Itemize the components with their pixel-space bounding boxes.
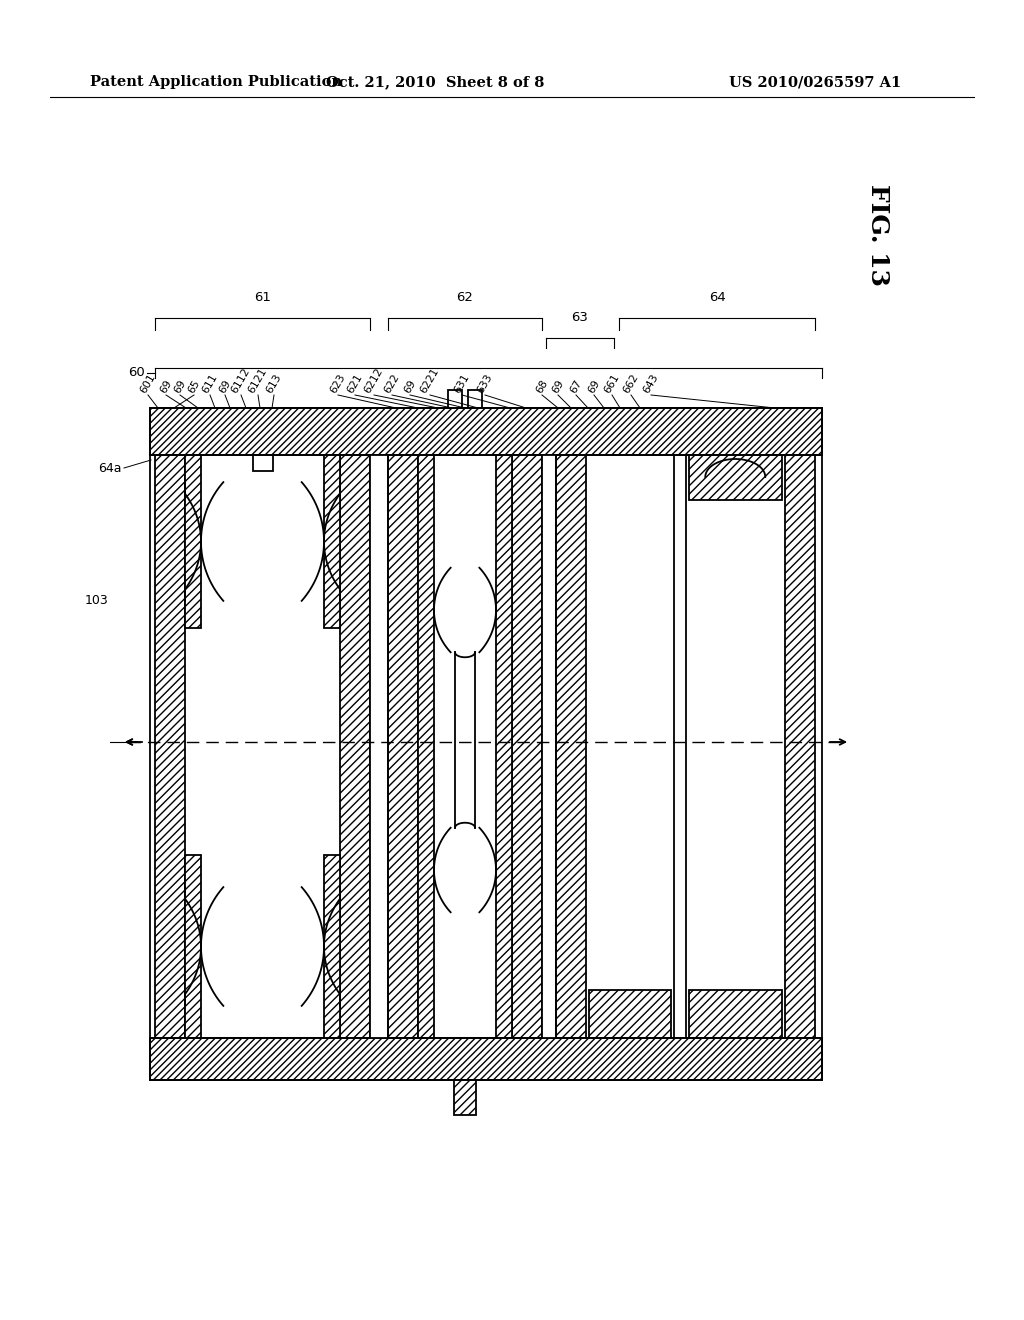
Text: 68: 68: [535, 378, 550, 395]
Text: 601: 601: [138, 372, 158, 395]
Text: 6212: 6212: [362, 366, 385, 395]
Text: 69: 69: [159, 378, 174, 395]
Text: 69: 69: [550, 378, 566, 395]
Polygon shape: [785, 455, 815, 1038]
Text: 661: 661: [602, 372, 622, 395]
Text: 6112: 6112: [229, 366, 252, 395]
Polygon shape: [370, 455, 388, 1038]
Polygon shape: [496, 455, 512, 1038]
Text: 633: 633: [475, 372, 495, 395]
Polygon shape: [324, 455, 340, 628]
Polygon shape: [688, 455, 782, 500]
Text: 622: 622: [383, 372, 401, 395]
Polygon shape: [150, 1038, 822, 1080]
Text: 103: 103: [84, 594, 108, 606]
Text: 69: 69: [217, 378, 232, 395]
Text: 6221: 6221: [419, 366, 441, 395]
Text: 62: 62: [457, 290, 473, 304]
Text: 623: 623: [329, 372, 347, 395]
Text: 662: 662: [622, 372, 640, 395]
Text: 63: 63: [571, 312, 589, 323]
Polygon shape: [185, 455, 201, 628]
Polygon shape: [688, 990, 782, 1038]
Text: Patent Application Publication: Patent Application Publication: [90, 75, 342, 88]
Text: 631: 631: [453, 372, 471, 395]
Text: US 2010/0265597 A1: US 2010/0265597 A1: [729, 75, 901, 88]
Polygon shape: [449, 389, 462, 408]
Text: FIG. 13: FIG. 13: [866, 183, 890, 286]
Text: Oct. 21, 2010  Sheet 8 of 8: Oct. 21, 2010 Sheet 8 of 8: [326, 75, 544, 88]
Polygon shape: [253, 455, 272, 471]
Text: 613: 613: [264, 372, 284, 395]
Text: 643: 643: [641, 372, 660, 395]
Polygon shape: [185, 855, 201, 1038]
Polygon shape: [468, 389, 482, 408]
Polygon shape: [589, 990, 671, 1038]
Polygon shape: [388, 455, 418, 1038]
Text: 69: 69: [172, 378, 187, 395]
Polygon shape: [454, 1080, 476, 1115]
Text: 69: 69: [586, 378, 602, 395]
Polygon shape: [340, 455, 370, 1038]
Polygon shape: [150, 408, 822, 455]
Text: 65: 65: [186, 378, 202, 395]
Text: 69: 69: [402, 378, 418, 395]
Text: 6121: 6121: [247, 366, 269, 395]
Text: 64a: 64a: [98, 462, 122, 474]
Polygon shape: [155, 455, 185, 1038]
Text: 67: 67: [568, 378, 584, 395]
Polygon shape: [542, 455, 556, 1038]
Polygon shape: [512, 455, 542, 1038]
Polygon shape: [324, 855, 340, 1038]
Polygon shape: [556, 455, 586, 1038]
Text: 60: 60: [128, 367, 145, 380]
Text: 611: 611: [201, 372, 219, 395]
Text: 61: 61: [254, 290, 271, 304]
Text: 621: 621: [345, 372, 365, 395]
Polygon shape: [418, 455, 434, 1038]
Text: 64: 64: [709, 290, 725, 304]
